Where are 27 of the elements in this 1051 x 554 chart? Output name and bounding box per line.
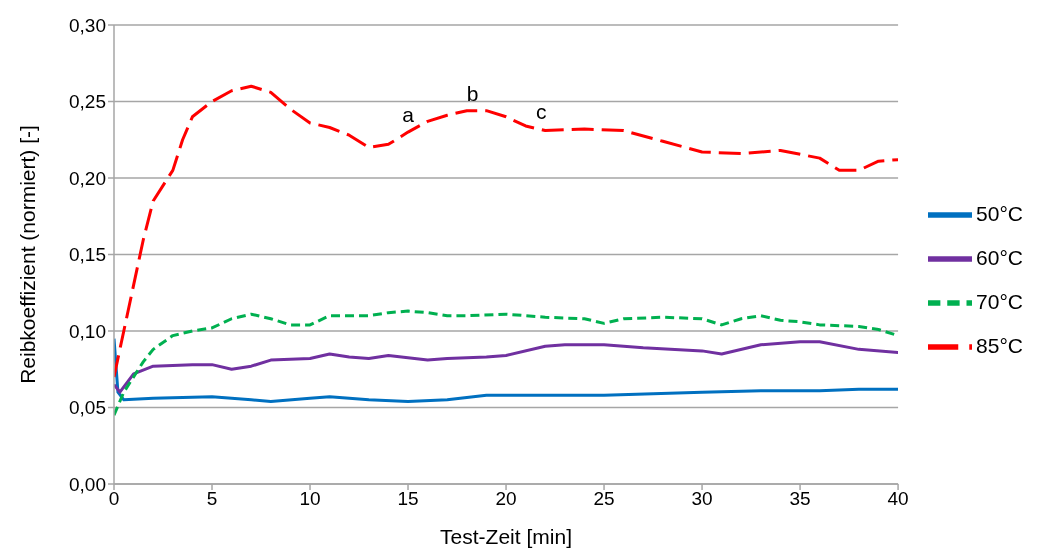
x-tick-label: 15 [397, 488, 419, 510]
y-tick-label: 0,30 [69, 14, 106, 36]
x-tick-label: 40 [887, 488, 909, 510]
y-tick-label: 0,20 [69, 167, 106, 189]
legend-label: 50°C [976, 201, 1023, 225]
x-tick-label: 25 [593, 488, 615, 510]
y-tick-label: 0,25 [69, 91, 106, 113]
y-axis-title: Reibkoeffizient (normiert) [-] [16, 125, 40, 384]
line-series [114, 337, 899, 403]
y-tick-label: 0,05 [69, 397, 106, 419]
y-tick-label: 0,00 [69, 473, 106, 495]
annotation: a [402, 103, 415, 127]
line-series [114, 340, 899, 394]
annotation: b [466, 81, 479, 105]
x-tick-label: 5 [206, 488, 218, 510]
x-tick-label: 20 [495, 488, 517, 510]
y-tick-label: 0,15 [69, 244, 106, 266]
legend-label: 85°C [976, 333, 1023, 357]
x-tick-label: 10 [299, 488, 321, 510]
x-tick-label: 0 [108, 488, 120, 510]
x-tick-label: 30 [691, 488, 713, 510]
y-tick-label: 0,10 [69, 320, 106, 342]
legend-label: 60°C [976, 245, 1023, 269]
x-axis-title: Test-Zeit [min] [440, 525, 572, 548]
x-tick-label: 35 [789, 488, 811, 510]
annotation: c [536, 100, 547, 124]
legend-label: 70°C [976, 289, 1023, 313]
